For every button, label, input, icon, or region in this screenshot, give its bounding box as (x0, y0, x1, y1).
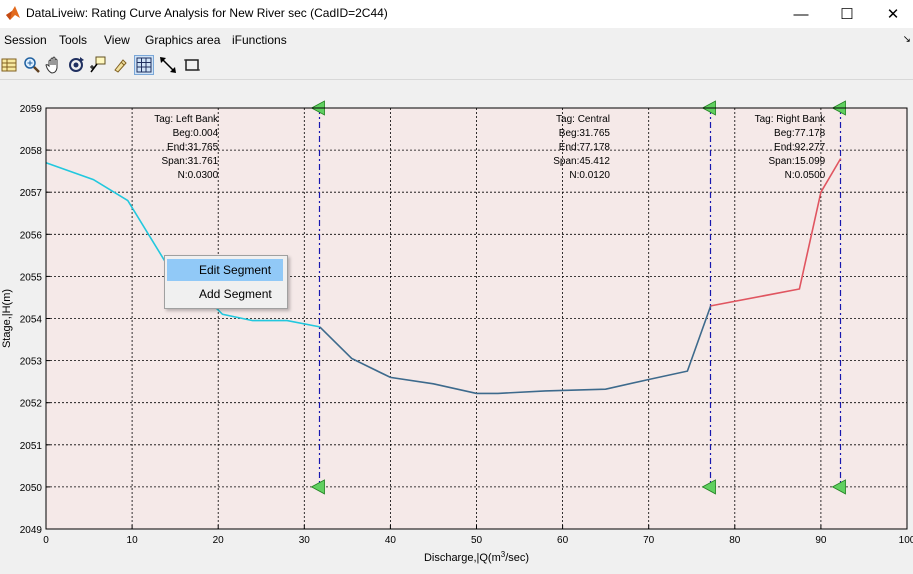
segment-annotation-line: Tag: Central (556, 114, 610, 125)
x-tick-label: 80 (729, 535, 741, 546)
segment-annotation-line: End:31.765 (167, 142, 219, 153)
menu-session[interactable]: Session (4, 33, 47, 47)
maximize-button[interactable]: ☐ (824, 0, 870, 28)
brush-icon (114, 59, 127, 73)
y-tick-label: 2057 (20, 188, 43, 199)
plot-area: Tag: Left Bank Beg:0.004 End:31.765 Span:31… (0, 80, 913, 569)
axis-ticks: 0 10 20 30 40 50 60 70 80 90 100 2049 2050 2051 2052 20… (20, 104, 913, 546)
rectangle-select-button[interactable] (182, 55, 202, 75)
table-button[interactable] (0, 55, 20, 75)
x-axis-label-main: Discharge,|Q(m (424, 552, 501, 564)
toolbar (0, 52, 913, 80)
y-axis-label: Stage,|H(m) (1, 289, 13, 348)
menu-bar: Session Tools View Graphics area iFuncti… (0, 30, 913, 50)
arrow-line-icon (160, 57, 176, 73)
x-axis-label-sup: 3 (501, 550, 506, 559)
zoom-in-button[interactable] (22, 55, 42, 75)
grid-icon (136, 57, 152, 73)
x-tick-label: 90 (815, 535, 827, 546)
x-tick-label: 20 (213, 535, 225, 546)
segment-annotation-line: Tag: Right Bank (755, 114, 827, 125)
y-tick-label: 2049 (20, 525, 43, 536)
window-title: DataLiveiw: Rating Curve Analysis for Ne… (26, 6, 388, 20)
x-axis-label: Discharge,|Q(m3/sec) (424, 550, 529, 564)
segment-boundary-marker (831, 479, 846, 495)
menu-overflow-arrow-icon[interactable]: ↘ (902, 34, 911, 45)
segment-annotation-line: Beg:31.765 (559, 128, 611, 139)
x-tick-label: 60 (557, 535, 569, 546)
x-tick-label: 100 (899, 535, 913, 546)
segment-boundary-marker (701, 479, 716, 495)
arrow-line-button[interactable] (158, 55, 178, 75)
y-tick-label: 2059 (20, 104, 43, 115)
minimize-icon: — (793, 5, 809, 23)
y-tick-label: 2058 (20, 146, 43, 157)
pan-button[interactable] (44, 55, 64, 75)
add-segment-menu-item[interactable]: Add Segment (199, 287, 272, 301)
segment-annotation-line: N:0.0120 (569, 170, 610, 181)
brush-button[interactable] (110, 55, 130, 75)
segment-annotation-line: Span:31.761 (161, 156, 218, 167)
y-tick-label: 2054 (20, 315, 43, 326)
x-tick-label: 10 (127, 535, 139, 546)
rotate-icon (69, 57, 84, 72)
matlab-app-icon (6, 6, 20, 20)
rectangle-select-icon (184, 59, 200, 71)
segment-annotation-line: Span:45.412 (553, 156, 610, 167)
x-axis-label-tail: /sec) (505, 552, 529, 564)
segment-boundary-marker (310, 479, 325, 495)
segment-annotation-line: Beg:0.004 (173, 128, 219, 139)
segment-annotation-line: N:0.0500 (785, 170, 826, 181)
axes-frame (45, 107, 908, 530)
data-cursor-button[interactable] (88, 55, 108, 75)
y-tick-label: 2050 (20, 483, 43, 494)
menu-ifunctions[interactable]: iFunctions (232, 33, 287, 47)
curve-segment-line (319, 305, 712, 395)
data-cursor-icon (90, 56, 106, 73)
pan-hand-icon (45, 56, 58, 74)
x-tick-label: 40 (385, 535, 397, 546)
rating-curve-chart[interactable]: Tag: Left Bank Beg:0.004 End:31.765 Span:31… (0, 80, 913, 569)
y-tick-label: 2055 (20, 272, 43, 283)
title-bar: DataLiveiw: Rating Curve Analysis for Ne… (0, 0, 913, 28)
table-icon (1, 58, 17, 72)
menu-tools[interactable]: Tools (59, 33, 88, 47)
segment-annotation-line: Beg:77.178 (774, 128, 826, 139)
x-tick-label: 0 (43, 535, 49, 546)
y-tick-label: 2053 (20, 357, 43, 368)
grid-lines (46, 108, 907, 529)
edit-segment-menu-item[interactable]: Edit Segment (167, 259, 283, 281)
menu-view[interactable]: View (104, 33, 130, 47)
segment-annotation-line: N:0.0300 (178, 170, 219, 181)
x-tick-label: 70 (643, 535, 655, 546)
segment-annotation-line: Tag: Left Bank (154, 114, 219, 125)
segment-annotations: Tag: Left Bank Beg:0.004 End:31.765 Span:31… (154, 114, 826, 181)
minimize-button[interactable]: — (778, 0, 824, 28)
close-icon: ✕ (886, 6, 900, 23)
maximize-icon: ☐ (840, 6, 854, 23)
segment-annotation-line: Span:15.099 (768, 156, 825, 167)
rotate-button[interactable] (66, 55, 86, 75)
segment-annotation-line: End:92.277 (774, 142, 826, 153)
segment-annotation-line: End:77.178 (559, 142, 611, 153)
close-button[interactable]: ✕ (870, 0, 913, 28)
x-tick-label: 30 (299, 535, 311, 546)
y-tick-label: 2051 (20, 441, 43, 452)
y-tick-label: 2052 (20, 399, 43, 410)
grid-button[interactable] (134, 55, 154, 75)
zoom-in-icon (24, 57, 40, 73)
y-tick-label: 2056 (20, 230, 43, 241)
x-tick-label: 50 (471, 535, 483, 546)
curve-segment-line (710, 158, 842, 307)
context-menu: Edit Segment Add Segment (164, 255, 288, 309)
menu-graphics-area[interactable]: Graphics area (145, 33, 221, 47)
